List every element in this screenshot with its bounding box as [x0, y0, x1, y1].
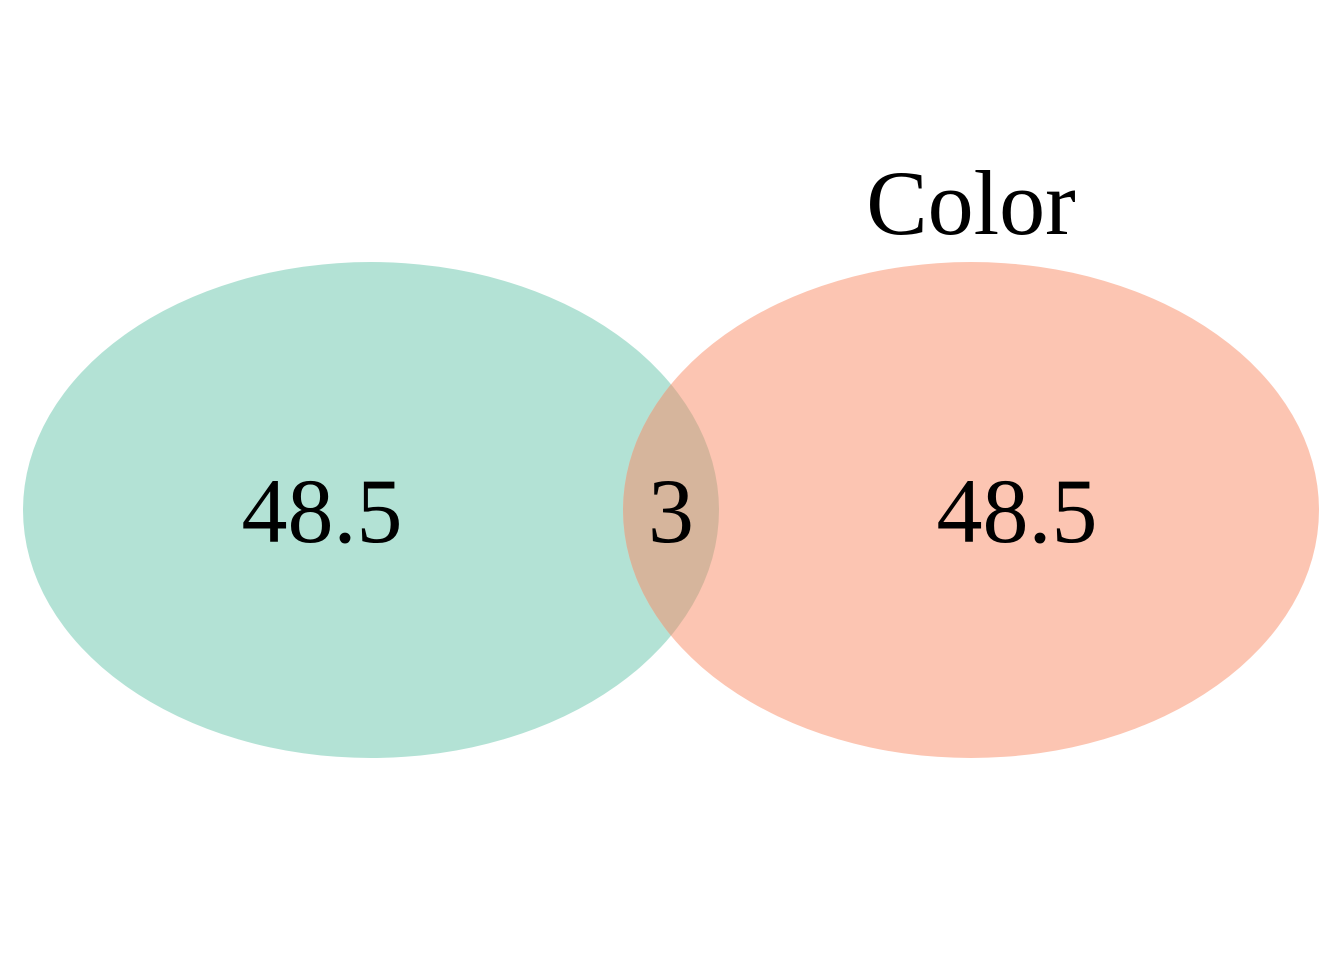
set-right-label: Color	[866, 152, 1076, 254]
left-only-value: 48.5	[242, 460, 403, 562]
set-right-ellipse	[623, 262, 1319, 758]
intersection-value: 3	[648, 460, 694, 562]
set-left-ellipse	[23, 262, 719, 758]
right-only-value: 48.5	[937, 460, 1098, 562]
